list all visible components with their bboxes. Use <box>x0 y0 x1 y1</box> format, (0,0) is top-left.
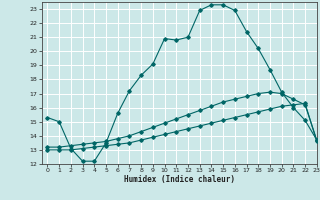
X-axis label: Humidex (Indice chaleur): Humidex (Indice chaleur) <box>124 175 235 184</box>
